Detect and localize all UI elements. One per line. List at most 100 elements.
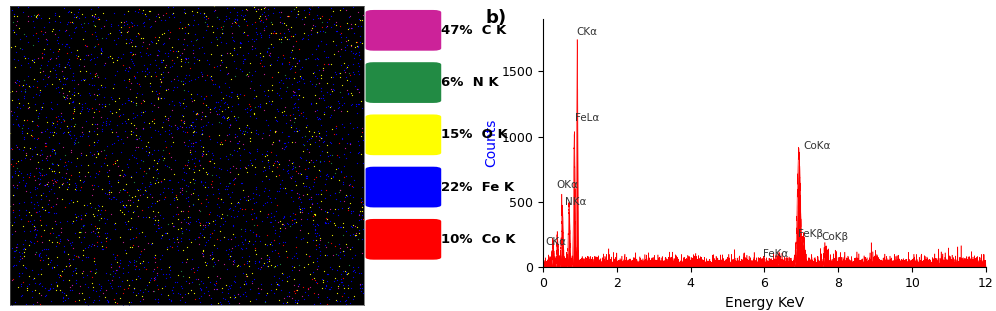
- Point: [68, 266, 84, 271]
- Point: [35, 258, 51, 263]
- Point: [5, 183, 21, 188]
- Point: [94, 284, 110, 289]
- Point: [211, 214, 227, 219]
- Point: [41, 189, 57, 194]
- Point: [257, 154, 273, 159]
- Point: [208, 202, 224, 207]
- Point: [300, 37, 316, 42]
- Point: [198, 169, 214, 174]
- Point: [313, 123, 329, 128]
- Point: [48, 280, 64, 285]
- Point: [250, 103, 266, 108]
- Point: [249, 31, 265, 36]
- Point: [73, 150, 89, 155]
- Point: [10, 114, 26, 119]
- Point: [119, 134, 134, 139]
- Point: [128, 103, 144, 108]
- Point: [186, 180, 202, 185]
- Point: [292, 47, 308, 52]
- Point: [197, 113, 213, 118]
- Point: [338, 173, 354, 178]
- Point: [211, 205, 227, 210]
- Point: [97, 220, 113, 225]
- Point: [214, 27, 230, 32]
- Point: [261, 53, 277, 58]
- Point: [263, 215, 279, 220]
- Point: [215, 221, 231, 226]
- Point: [256, 5, 272, 10]
- Point: [261, 176, 277, 181]
- Point: [135, 35, 151, 40]
- Point: [300, 286, 316, 291]
- Point: [42, 46, 58, 51]
- Point: [128, 137, 144, 142]
- Point: [162, 29, 178, 34]
- Point: [55, 295, 71, 300]
- Point: [293, 154, 309, 159]
- Point: [80, 53, 96, 58]
- Point: [30, 11, 46, 16]
- Point: [143, 151, 159, 156]
- Point: [129, 187, 145, 192]
- Point: [57, 160, 73, 165]
- Point: [196, 235, 212, 240]
- Point: [15, 122, 31, 127]
- Point: [287, 119, 303, 124]
- Point: [82, 269, 98, 274]
- Point: [185, 17, 201, 22]
- Point: [318, 176, 334, 181]
- Point: [26, 217, 42, 222]
- Point: [148, 283, 164, 288]
- Point: [86, 15, 102, 20]
- Point: [165, 88, 181, 93]
- Point: [339, 87, 355, 92]
- Point: [137, 287, 153, 292]
- Point: [59, 167, 75, 172]
- Point: [44, 81, 60, 86]
- Point: [31, 160, 47, 165]
- Point: [121, 8, 136, 13]
- Point: [232, 128, 248, 133]
- Point: [56, 73, 72, 78]
- Point: [217, 283, 233, 288]
- Point: [339, 74, 355, 79]
- Point: [187, 218, 203, 223]
- Point: [195, 165, 211, 170]
- Point: [87, 224, 103, 229]
- Point: [194, 248, 210, 253]
- Point: [351, 72, 367, 77]
- Point: [141, 150, 157, 155]
- Point: [229, 133, 245, 138]
- Point: [18, 265, 34, 270]
- Point: [199, 57, 215, 62]
- Point: [248, 130, 264, 135]
- Point: [217, 218, 233, 223]
- Point: [99, 116, 115, 121]
- Point: [51, 90, 67, 95]
- Point: [75, 132, 91, 137]
- Point: [311, 134, 327, 139]
- Point: [28, 231, 44, 236]
- Point: [268, 118, 284, 123]
- Point: [109, 291, 124, 296]
- Point: [351, 212, 367, 217]
- Point: [229, 52, 245, 57]
- Point: [194, 128, 210, 133]
- Point: [340, 141, 356, 146]
- Point: [81, 254, 97, 259]
- Point: [118, 18, 133, 23]
- Point: [30, 176, 46, 181]
- Point: [57, 175, 73, 180]
- Point: [277, 35, 293, 40]
- Point: [27, 224, 43, 229]
- Point: [310, 222, 326, 227]
- Point: [140, 166, 156, 171]
- Point: [215, 296, 231, 301]
- Point: [324, 153, 340, 158]
- Point: [260, 12, 276, 17]
- Point: [240, 51, 256, 56]
- Point: [311, 44, 327, 49]
- Point: [291, 163, 307, 168]
- Point: [338, 66, 354, 71]
- Point: [115, 141, 130, 146]
